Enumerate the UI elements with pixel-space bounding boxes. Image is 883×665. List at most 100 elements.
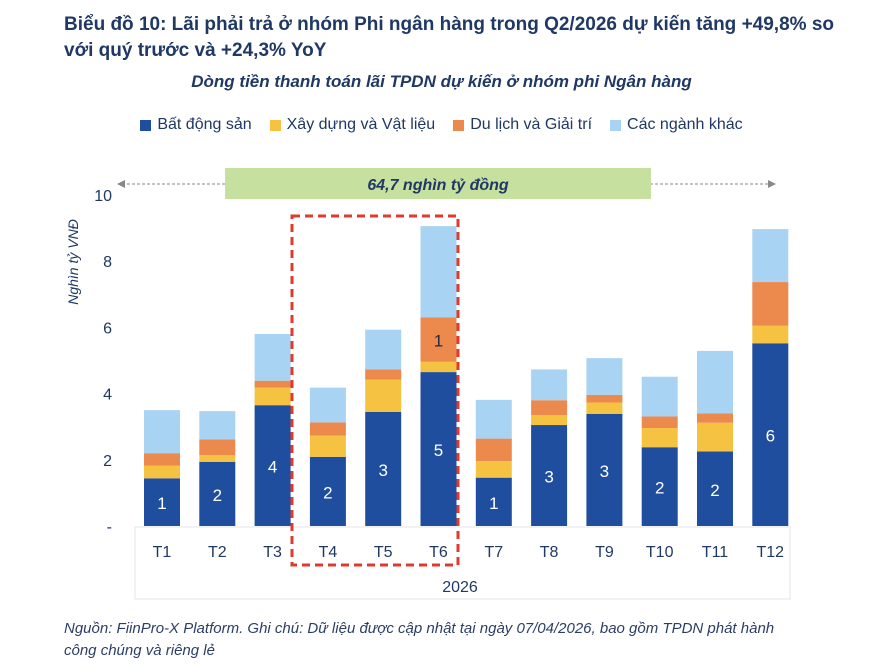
bar-segment <box>420 372 457 526</box>
x-tick-label: T8 <box>540 544 559 561</box>
data-label: 6 <box>766 427 775 446</box>
bar-segment <box>365 411 402 526</box>
bar-segment <box>697 451 733 526</box>
x-tick-label: T1 <box>153 544 172 561</box>
total-band <box>225 168 651 199</box>
data-label: 3 <box>544 468 553 487</box>
x-tick-label: T10 <box>646 544 674 561</box>
bar-segment <box>641 447 678 526</box>
category-axis-frame <box>134 526 791 600</box>
bar-segment <box>199 411 236 440</box>
data-label: 5 <box>434 441 443 460</box>
bar-segment <box>586 358 623 395</box>
source-note: Nguồn: FiinPro-X Platform. Ghi chú: Dữ l… <box>64 620 775 659</box>
bar-stack-T11: 2 <box>697 350 733 526</box>
data-label: 1 <box>489 494 498 513</box>
bar-segment <box>752 229 789 283</box>
y-tick-label: 2 <box>103 453 112 470</box>
bar-segment <box>254 334 291 381</box>
legend-swatch <box>269 119 281 131</box>
x-tick-label: T4 <box>319 544 338 561</box>
bar-segment <box>309 456 346 526</box>
bar-stack-T4: 2 <box>309 387 346 526</box>
x-tick-label: T9 <box>595 544 614 561</box>
bar-segment <box>199 461 236 526</box>
legend-label: Du lịch và Giải trí <box>470 116 593 133</box>
bar-segment <box>144 478 180 526</box>
y-tick-label: 10 <box>94 188 112 205</box>
x-tick-label: T3 <box>263 544 282 561</box>
y-tick-label: 6 <box>103 320 112 337</box>
bar-segment <box>641 428 678 448</box>
bar-segment <box>199 439 236 456</box>
bar-segment <box>586 413 623 526</box>
chart-title: Dòng tiền thanh toán lãi TPDN dự kiến ở … <box>191 72 692 91</box>
bar-stack-T5: 3 <box>365 329 402 526</box>
bar-segment <box>697 413 733 423</box>
bar-segment <box>641 376 678 417</box>
legend-item-construction: Xây dựng và Vật liệu <box>269 116 436 134</box>
bar-segment <box>752 325 789 344</box>
figure-title: Biểu đồ 10: Lãi phải trả ở nhóm Phi ngân… <box>64 14 834 61</box>
legend-item-real-estate: Bất động sản <box>140 116 252 134</box>
bar-segment <box>309 422 346 436</box>
y-axis-label: Nghìn tỷ VNĐ <box>65 219 81 305</box>
bar-stack-T1: 1 <box>144 410 180 526</box>
bar-segment <box>697 422 733 452</box>
bar-segment <box>697 350 733 414</box>
data-label: 2 <box>655 479 664 498</box>
bar-segment <box>752 343 789 526</box>
bar-segment <box>586 394 623 403</box>
bar-segment <box>475 438 512 462</box>
x-tick-label: T7 <box>484 544 503 561</box>
x-tick-label: T11 <box>702 544 728 561</box>
bar-stack-T3: 4 <box>254 334 291 526</box>
bar-segment <box>420 226 457 318</box>
x-tick-label: T12 <box>757 544 785 561</box>
legend: Bất động sản Xây dựng và Vật liệu Du lịc… <box>0 116 883 134</box>
legend-label: Các ngành khác <box>627 116 743 133</box>
legend-label: Bất động sản <box>157 116 252 133</box>
y-tick-label: - <box>107 519 112 536</box>
data-label: 1 <box>434 332 443 351</box>
y-tick-label: 4 <box>103 387 112 404</box>
data-label: 1 <box>157 494 166 513</box>
bar-segment <box>199 455 236 462</box>
bar-segment <box>531 415 568 426</box>
bar-segment <box>420 361 457 373</box>
data-label: 4 <box>268 458 277 477</box>
bar-segment <box>254 405 291 526</box>
highlight-box-q2 <box>290 214 460 567</box>
bar-segment <box>254 380 291 388</box>
data-label: 2 <box>213 486 222 505</box>
bar-segment <box>420 317 457 362</box>
legend-item-other: Các ngành khác <box>610 116 743 134</box>
data-label: 2 <box>323 483 332 502</box>
y-tick-label: 8 <box>103 254 112 271</box>
bar-stack-T6: 51 <box>420 226 457 526</box>
bar-stack-T10: 2 <box>641 376 678 526</box>
legend-label: Xây dựng và Vật liệu <box>286 116 436 133</box>
bar-segment <box>144 465 180 479</box>
bar-segment <box>309 435 346 457</box>
bar-segment <box>254 387 291 406</box>
bar-segment <box>531 369 568 401</box>
bar-segment <box>641 416 678 429</box>
legend-item-tourism: Du lịch và Giải trí <box>453 116 592 134</box>
legend-swatch <box>453 119 465 131</box>
bar-segment <box>144 410 180 454</box>
x-axis-label: 2026 <box>442 579 478 596</box>
bar-segment <box>531 400 568 416</box>
x-tick-label: T2 <box>208 544 227 561</box>
x-tick-label: T6 <box>429 544 448 561</box>
bar-segment <box>365 379 402 412</box>
data-label: 3 <box>600 462 609 481</box>
bar-segment <box>365 369 402 380</box>
bar-stack-T8: 3 <box>531 369 568 526</box>
bar-stack-T2: 2 <box>199 411 236 526</box>
bar-stack-T7: 1 <box>475 399 512 526</box>
data-label: 2 <box>710 481 719 500</box>
bar-segment <box>365 329 402 370</box>
total-band-label: 64,7 nghìn tỷ đồng <box>367 177 509 194</box>
